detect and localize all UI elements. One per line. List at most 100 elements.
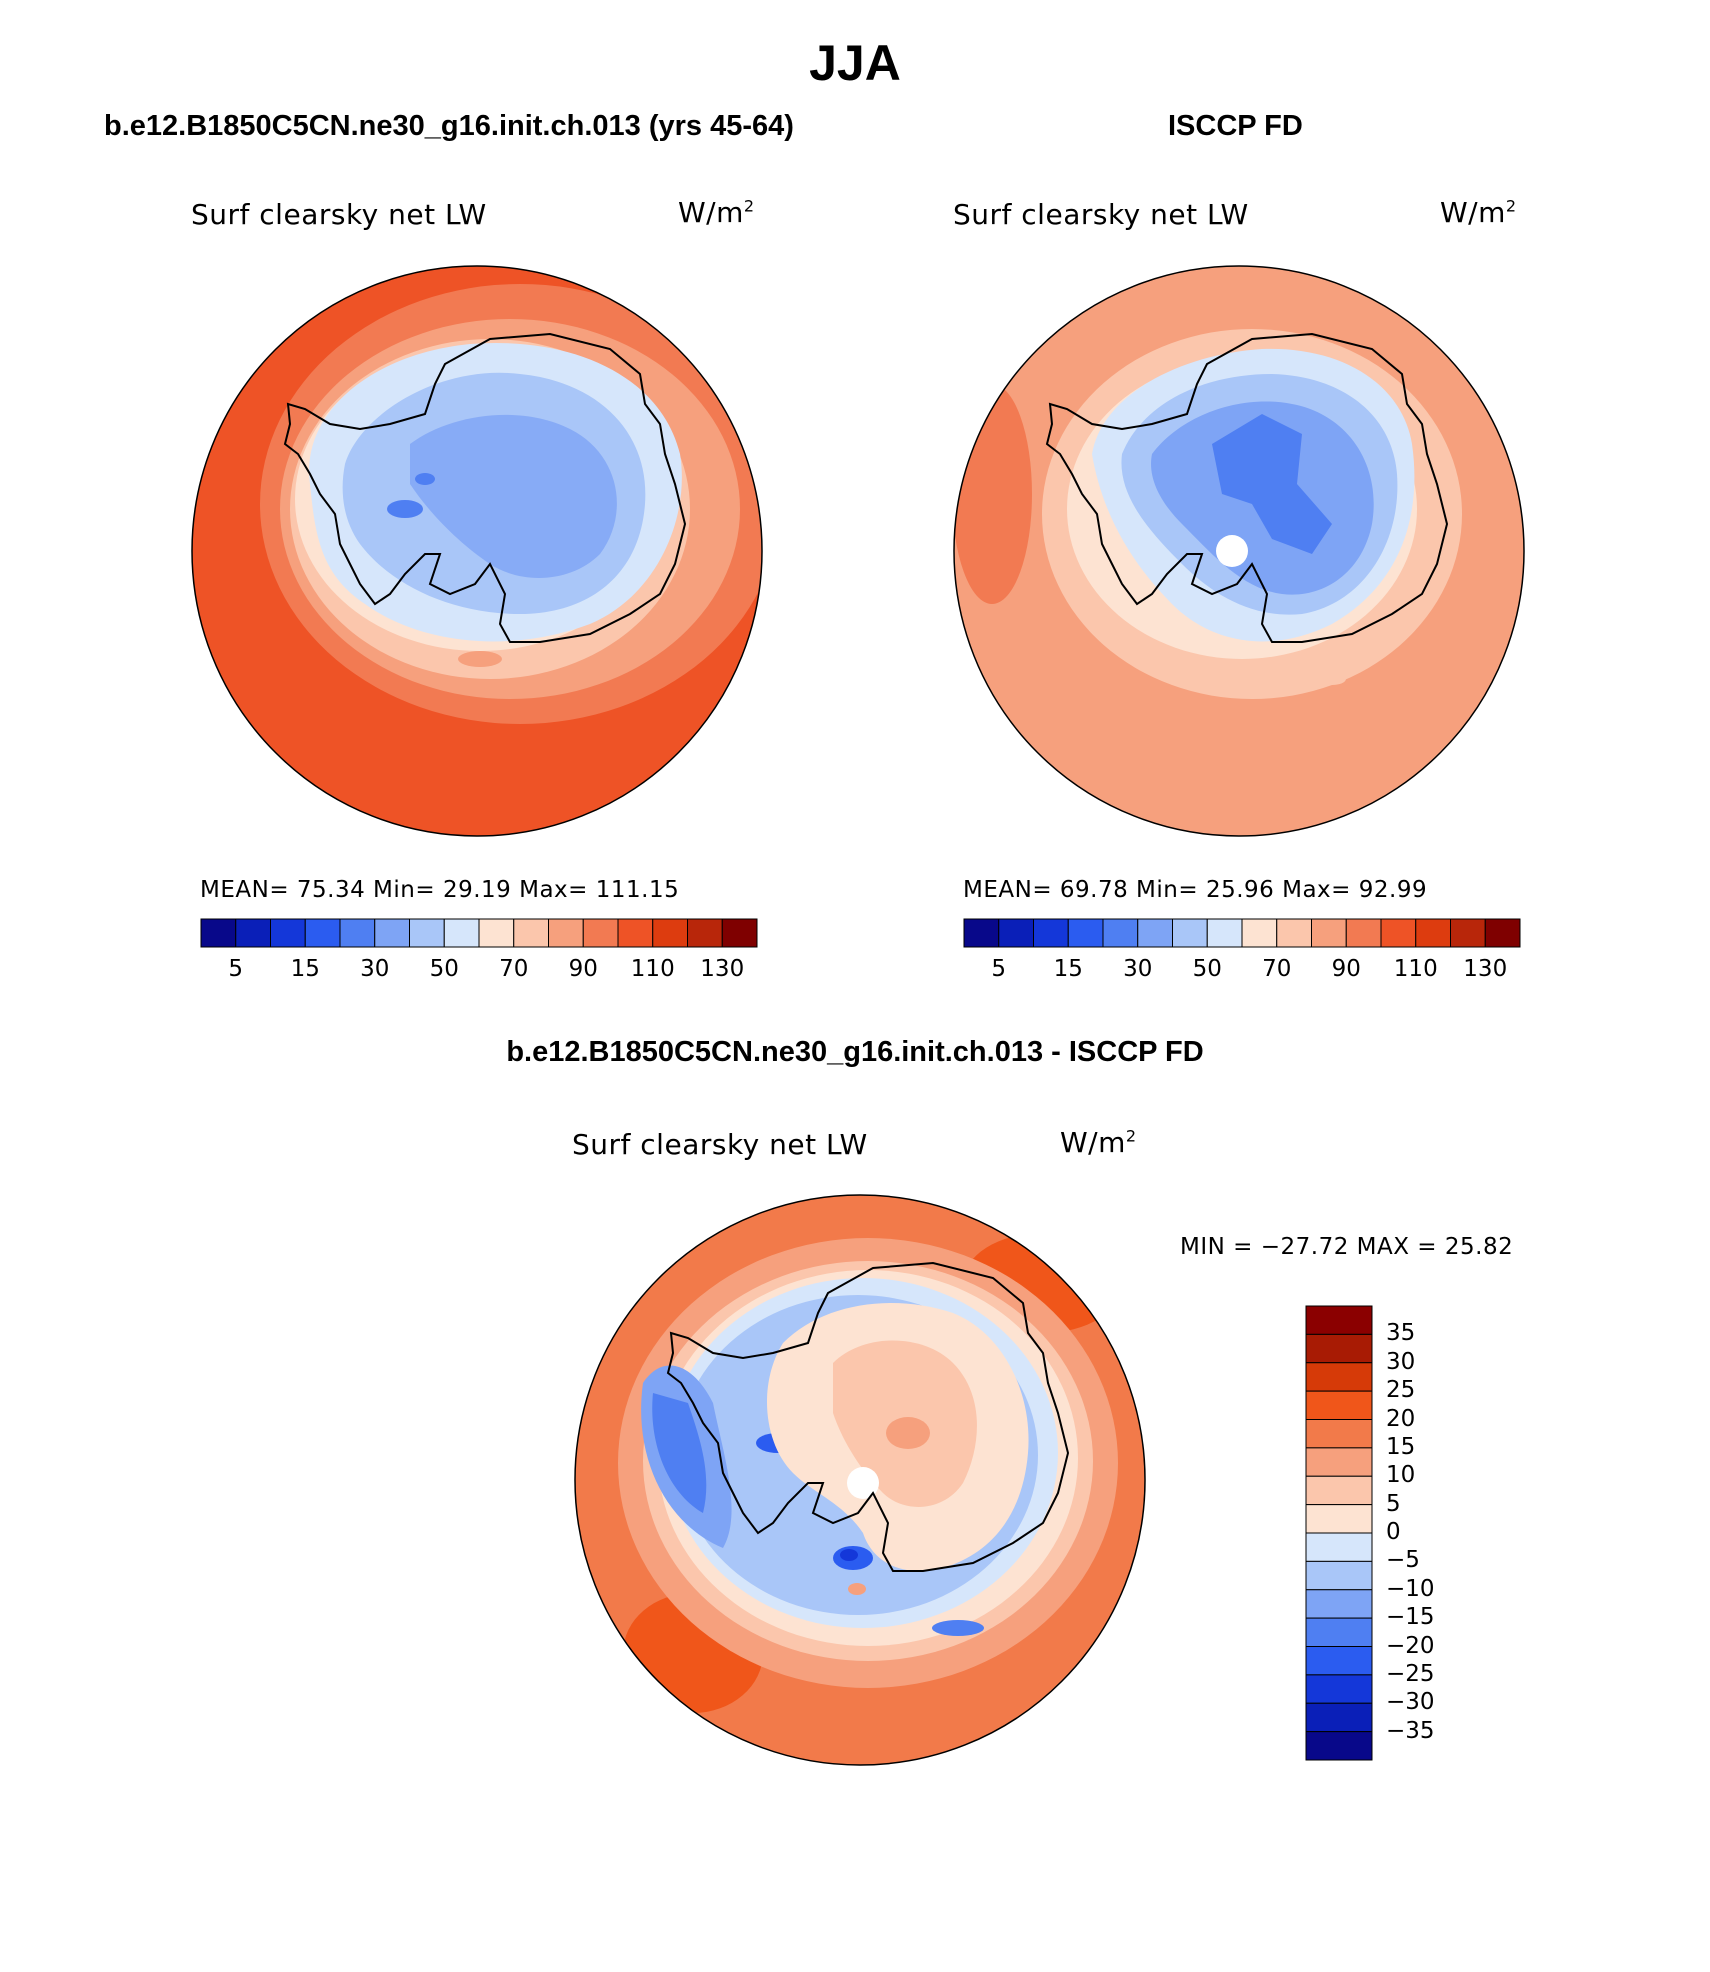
colorbar-tick-label: 30	[1123, 956, 1153, 982]
colorbar-swatch	[1206, 918, 1243, 948]
colorbar-tick-label: 110	[1393, 956, 1438, 982]
colorbar-swatch	[1380, 918, 1417, 948]
colorbar-tick-label: 30	[1386, 1348, 1416, 1375]
colorbar-tick-label: 15	[1053, 956, 1083, 982]
panel3-units-label: W/m2	[1060, 1126, 1137, 1159]
panel3-colorbar	[1305, 1305, 1373, 1761]
colorbar-tick-label: 5	[991, 956, 1007, 982]
colorbar-swatch	[1102, 918, 1139, 948]
panel3-field-contours	[575, 1195, 1145, 1765]
colorbar-swatch	[478, 918, 515, 948]
panel2-stats: MEAN= 69.78 Min= 25.96 Max= 92.99	[963, 877, 1428, 903]
colorbar-tick-label: −15	[1386, 1604, 1435, 1631]
panel1-units-label: W/m2	[678, 196, 755, 229]
colorbar-swatch	[1305, 1305, 1373, 1335]
colorbar-swatch	[1305, 1532, 1373, 1562]
colorbar-swatch	[1305, 1560, 1373, 1591]
colorbar-tick-label: 50	[429, 956, 459, 982]
colorbar-swatch	[1067, 918, 1104, 948]
colorbar-swatch	[1276, 918, 1312, 948]
colorbar-tick-label: 90	[568, 956, 598, 982]
colorbar-swatch	[1033, 918, 1069, 948]
panel2-colorbar-labels: 5 15 30 50 70 90 110 130	[963, 956, 1523, 986]
colorbar-swatch	[963, 918, 1000, 948]
panel1-map-border	[191, 265, 763, 837]
colorbar-swatch	[235, 918, 271, 948]
panel2-antarctica-coastline	[1045, 332, 1449, 643]
colorbar-tick-label: 90	[1331, 956, 1361, 982]
colorbar-tick-label: 30	[360, 956, 390, 982]
colorbar-tick-label: −25	[1386, 1660, 1435, 1687]
colorbar-swatch	[1311, 918, 1347, 948]
panel2-missing-data-pole	[1216, 535, 1248, 567]
colorbar-tick-label: 50	[1192, 956, 1222, 982]
colorbar-tick-label: 35	[1386, 1320, 1416, 1347]
colorbar-swatch	[548, 918, 584, 948]
colorbar-swatch	[687, 918, 723, 948]
figure-title: JJA	[809, 35, 901, 91]
colorbar-tick-label: 15	[1386, 1433, 1416, 1460]
colorbar-swatch	[721, 918, 758, 948]
panel2-units-label: W/m2	[1440, 196, 1517, 229]
colorbar-swatch	[1172, 918, 1208, 948]
colorbar-tick-label: 5	[1386, 1490, 1401, 1517]
panel2-map-border	[953, 265, 1525, 837]
panel1-header: b.e12.B1850C5CN.ne30_g16.init.ch.013 (yr…	[104, 110, 794, 142]
colorbar-tick-label: 110	[630, 956, 675, 982]
panel1-colorbar-labels: 5 15 30 50 70 90 110 130	[200, 956, 760, 986]
colorbar-swatch	[1305, 1674, 1373, 1704]
colorbar-swatch	[304, 918, 341, 948]
colorbar-swatch	[1484, 918, 1521, 948]
panel3-colorbar-labels: 35 30 25 20 15 10 5 0 −5 −10 −15 −20 −25 −30 −35	[1386, 1305, 1466, 1761]
panel3-map-border	[574, 1194, 1146, 1766]
panel1-variable-label: Surf clearsky net LW	[191, 198, 487, 231]
panel3-variable-label: Surf clearsky net LW	[572, 1128, 868, 1161]
panel1-stats: MEAN= 75.34 Min= 29.19 Max= 111.15	[200, 877, 680, 903]
panel1-map	[191, 265, 763, 837]
colorbar-swatch	[1241, 918, 1278, 948]
panel3-map	[574, 1194, 1146, 1766]
panel1-colorbar	[200, 918, 758, 948]
colorbar-tick-label: −30	[1386, 1689, 1435, 1716]
colorbar-tick-label: 70	[499, 956, 529, 982]
colorbar-swatch	[443, 918, 480, 948]
colorbar-swatch	[998, 918, 1034, 948]
colorbar-swatch	[409, 918, 445, 948]
colorbar-swatch	[1305, 1333, 1373, 1364]
colorbar-swatch	[652, 918, 688, 948]
colorbar-swatch	[1305, 1617, 1373, 1647]
colorbar-tick-label: −5	[1386, 1547, 1420, 1574]
panel1-antarctica-coastline	[283, 332, 687, 643]
panel3-header: b.e12.B1850C5CN.ne30_g16.init.ch.013 - I…	[506, 1036, 1204, 1068]
colorbar-tick-label: 5	[228, 956, 244, 982]
panel3-missing-data-pole	[847, 1467, 879, 1499]
colorbar-tick-label: 15	[290, 956, 320, 982]
colorbar-swatch	[1305, 1390, 1373, 1420]
colorbar-swatch	[1305, 1447, 1373, 1477]
colorbar-swatch	[1305, 1475, 1373, 1506]
colorbar-tick-label: 130	[700, 956, 745, 982]
colorbar-swatch	[1305, 1362, 1373, 1392]
colorbar-swatch	[582, 918, 619, 948]
colorbar-tick-label: −10	[1386, 1575, 1435, 1602]
colorbar-swatch	[339, 918, 376, 948]
colorbar-tick-label: 20	[1386, 1405, 1416, 1432]
colorbar-swatch	[1305, 1702, 1373, 1733]
colorbar-tick-label: −20	[1386, 1632, 1435, 1659]
colorbar-swatch	[1137, 918, 1173, 948]
panel2-field-contours	[954, 266, 1524, 836]
colorbar-swatch	[1305, 1419, 1373, 1449]
colorbar-tick-label: 10	[1386, 1462, 1416, 1489]
panel2-colorbar	[963, 918, 1521, 948]
colorbar-tick-label: −35	[1386, 1717, 1435, 1744]
panel3-stats: MIN = −27.72 MAX = 25.82	[1180, 1234, 1514, 1260]
colorbar-swatch	[513, 918, 549, 948]
colorbar-tick-label: 25	[1386, 1377, 1416, 1404]
colorbar-swatch	[1450, 918, 1486, 948]
colorbar-swatch	[1415, 918, 1451, 948]
panel3-antarctica-coastline	[666, 1261, 1070, 1572]
colorbar-swatch	[1305, 1504, 1373, 1534]
panel2-variable-label: Surf clearsky net LW	[953, 198, 1249, 231]
panel2-map	[953, 265, 1525, 837]
colorbar-tick-label: 70	[1262, 956, 1292, 982]
